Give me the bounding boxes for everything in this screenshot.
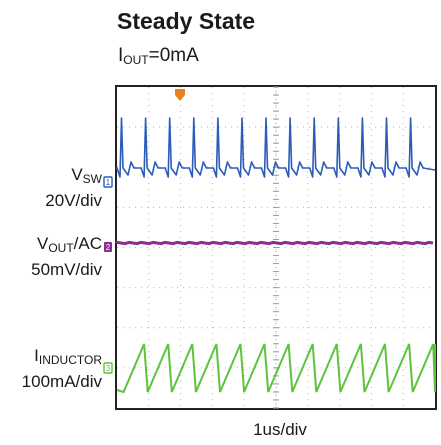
- condition-prefix: I: [118, 45, 124, 66]
- channel-1-label: VSW 20V/div: [0, 164, 102, 211]
- condition-label: IOUT=0mA: [118, 45, 199, 67]
- svg-text:2: 2: [106, 243, 111, 252]
- channel-2-scale: 50mV/div: [31, 260, 102, 279]
- condition-sub: OUT: [123, 53, 149, 67]
- channel-3-marker: 3: [103, 362, 113, 374]
- svg-text:1: 1: [106, 178, 111, 187]
- trigger-marker: [175, 89, 185, 101]
- condition-suffix: =0mA: [148, 45, 199, 66]
- vsw-trace: [116, 117, 436, 178]
- svg-text:3: 3: [106, 364, 111, 373]
- x-axis-label: 1us/div: [253, 420, 307, 439]
- vout-trace: [115, 240, 434, 246]
- inductor-current-trace: [116, 343, 436, 394]
- channel-1-marker: 1: [103, 176, 113, 188]
- chart-title: Steady State: [117, 8, 256, 34]
- center-axes: [273, 86, 279, 409]
- channel-2-name: VOUT/AC: [36, 234, 102, 255]
- channel-3-name: IINDUCTOR: [34, 346, 102, 367]
- channel-1-name: VSW: [71, 165, 102, 186]
- channel-3-scale: 100mA/div: [21, 372, 102, 391]
- channel-2-label: VOUT/AC 50mV/div: [0, 233, 102, 280]
- channel-3-label: IINDUCTOR 100mA/div: [0, 345, 102, 392]
- channel-2-marker: 2: [104, 242, 112, 252]
- channel-1-scale: 20V/div: [45, 191, 102, 210]
